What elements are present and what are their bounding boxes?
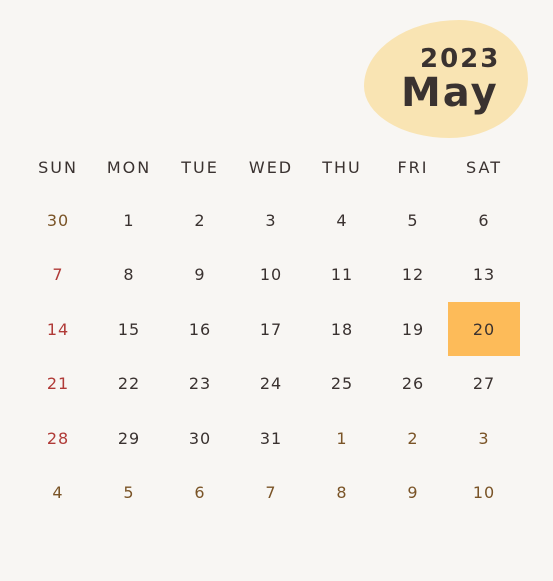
day-number: 17 <box>259 319 283 339</box>
day-number: 15 <box>117 319 141 339</box>
day-cell[interactable]: 18 <box>306 302 378 356</box>
day-cell[interactable]: 4 <box>22 466 94 520</box>
header-badge <box>364 20 528 138</box>
day-number: 29 <box>117 428 141 448</box>
day-number: 6 <box>194 483 206 502</box>
day-number: 2 <box>194 210 206 230</box>
day-cell[interactable]: 8 <box>306 466 378 520</box>
day-cell[interactable]: 22 <box>93 357 165 411</box>
day-number: 8 <box>336 483 348 502</box>
day-cell[interactable]: 21 <box>22 357 94 411</box>
day-number: 30 <box>46 210 70 230</box>
day-number: 6 <box>478 210 490 230</box>
day-number: 4 <box>52 483 64 502</box>
day-cell[interactable]: 11 <box>306 248 378 302</box>
day-number: 8 <box>123 265 135 284</box>
day-cell[interactable]: 16 <box>164 302 236 356</box>
day-number: 7 <box>52 265 64 284</box>
day-cell[interactable]: 9 <box>164 248 236 302</box>
day-number: 20 <box>472 319 496 339</box>
day-cell[interactable]: 5 <box>93 466 165 520</box>
day-cell[interactable]: 19 <box>377 302 449 356</box>
weekday-fri: FRI <box>397 158 429 177</box>
day-number: 11 <box>330 265 354 284</box>
day-number: 24 <box>259 374 283 393</box>
day-cell[interactable]: 2 <box>377 411 449 465</box>
day-cell[interactable]: 15 <box>93 302 165 356</box>
day-cell[interactable]: 6 <box>164 466 236 520</box>
day-cell[interactable]: 14 <box>22 302 94 356</box>
day-cell[interactable]: 3 <box>235 193 307 247</box>
day-number: 7 <box>265 483 277 502</box>
day-cell[interactable]: 31 <box>235 411 307 465</box>
day-cell[interactable]: 30 <box>22 193 94 247</box>
day-number: 4 <box>336 210 348 230</box>
day-number: 18 <box>330 319 354 339</box>
day-cell[interactable]: 13 <box>448 248 520 302</box>
day-number: 14 <box>46 319 70 339</box>
day-number: 3 <box>265 210 277 230</box>
day-cell[interactable]: 5 <box>377 193 449 247</box>
day-number: 9 <box>194 265 206 284</box>
weekday-tue: TUE <box>181 158 219 177</box>
day-number: 21 <box>46 374 70 393</box>
day-number: 28 <box>46 428 70 448</box>
weekday-wed: WED <box>248 158 294 177</box>
day-number: 13 <box>472 265 496 284</box>
calendar-grid: 30 1 2 3 4 5 6 7 8 9 10 11 12 13 14 15 16 17 18 19 20 21 22 23 2… <box>22 193 532 523</box>
day-number: 1 <box>123 210 135 230</box>
day-number: 25 <box>330 374 354 393</box>
weekday-sun: SUN <box>38 158 78 177</box>
day-cell[interactable]: 4 <box>306 193 378 247</box>
day-number: 16 <box>188 319 212 339</box>
day-cell[interactable]: 7 <box>235 466 307 520</box>
day-cell-selected[interactable]: 20 <box>448 302 520 356</box>
day-cell[interactable]: 9 <box>377 466 449 520</box>
day-number: 5 <box>407 210 419 230</box>
day-cell[interactable]: 1 <box>306 411 378 465</box>
day-number: 27 <box>472 374 496 393</box>
day-cell[interactable]: 2 <box>164 193 236 247</box>
day-cell[interactable]: 10 <box>448 466 520 520</box>
day-cell[interactable]: 12 <box>377 248 449 302</box>
day-cell[interactable]: 25 <box>306 357 378 411</box>
day-number: 19 <box>401 319 425 339</box>
day-cell[interactable]: 17 <box>235 302 307 356</box>
day-cell[interactable]: 23 <box>164 357 236 411</box>
day-cell[interactable]: 28 <box>22 411 94 465</box>
day-number: 23 <box>188 374 212 393</box>
day-number: 30 <box>188 428 212 448</box>
day-cell[interactable]: 29 <box>93 411 165 465</box>
day-number: 3 <box>478 428 490 448</box>
day-number: 2 <box>407 428 419 448</box>
day-cell[interactable]: 8 <box>93 248 165 302</box>
day-cell[interactable]: 7 <box>22 248 94 302</box>
weekday-mon: MON <box>106 158 152 177</box>
day-number: 1 <box>336 428 348 448</box>
day-cell[interactable]: 26 <box>377 357 449 411</box>
day-number: 31 <box>259 428 283 448</box>
day-number: 22 <box>117 374 141 393</box>
day-number: 10 <box>259 265 283 284</box>
month-label: May <box>401 70 499 116</box>
weekday-thu: THU <box>322 158 362 177</box>
day-number: 9 <box>407 483 419 502</box>
day-cell[interactable]: 3 <box>448 411 520 465</box>
day-number: 5 <box>123 483 135 502</box>
day-cell[interactable]: 1 <box>93 193 165 247</box>
day-cell[interactable]: 27 <box>448 357 520 411</box>
day-number: 26 <box>401 374 425 393</box>
day-number: 10 <box>472 483 496 502</box>
day-number: 12 <box>401 265 425 284</box>
year-label: 2023 <box>420 44 501 74</box>
day-cell[interactable]: 6 <box>448 193 520 247</box>
weekday-sat: SAT <box>466 158 502 177</box>
day-cell[interactable]: 24 <box>235 357 307 411</box>
day-cell[interactable]: 10 <box>235 248 307 302</box>
day-cell[interactable]: 30 <box>164 411 236 465</box>
